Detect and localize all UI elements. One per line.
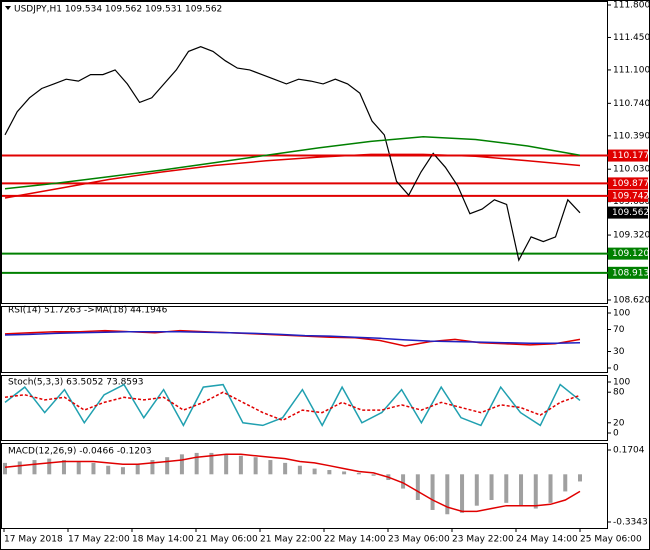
- y-tick-label: 109.680: [613, 197, 650, 207]
- y-tick-label: 100: [613, 309, 630, 319]
- level-tag: [608, 149, 648, 162]
- level-label: 109.742: [612, 191, 649, 201]
- level-tag: [608, 177, 648, 190]
- macd-bar: [297, 465, 302, 475]
- level-tag: [608, 189, 648, 202]
- macd-bar: [356, 472, 361, 475]
- macd-bar: [179, 454, 184, 475]
- level-label: 109.877: [612, 179, 649, 189]
- macd-bar: [460, 474, 465, 513]
- macd-bar: [474, 474, 479, 506]
- macd-bar: [563, 474, 568, 492]
- macd-bar: [548, 474, 553, 503]
- time-label: 22 May 14:00: [324, 535, 386, 545]
- macd-bar: [327, 470, 332, 475]
- macd-bar: [17, 461, 22, 475]
- level-label: 110.177: [612, 151, 649, 161]
- macd-panel: [1, 443, 608, 529]
- macd-bar: [194, 452, 199, 475]
- series-line: [4, 135, 581, 190]
- time-label: 24 May 14:00: [516, 535, 578, 545]
- y-tick-label: 110.030: [613, 165, 650, 175]
- macd-bar: [489, 474, 494, 500]
- macd-bar: [76, 461, 81, 475]
- macd-bar: [415, 474, 420, 500]
- y-tick-label: 0.1704: [613, 446, 645, 456]
- time-label: 21 May 06:00: [196, 535, 258, 545]
- indicator-title: MACD(12,26,9) -0.0466 -0.1203: [8, 447, 152, 457]
- macd-bar: [533, 474, 538, 509]
- indicator-title: RSI(14) 51.7263 ->MA(18) 44.1946: [8, 306, 168, 316]
- macd-bar: [224, 454, 229, 475]
- symbol-header: USDJPY,H1 109.534 109.562 109.531 109.56…: [14, 5, 222, 15]
- y-tick-label: 20: [613, 418, 625, 428]
- macd-bar: [120, 467, 125, 475]
- macd-bar: [165, 457, 170, 475]
- macd-bar: [135, 464, 140, 475]
- level-label: 109.562: [612, 208, 649, 218]
- macd-bar: [578, 474, 582, 482]
- macd-bar: [268, 460, 273, 475]
- y-tick-label: 110.740: [613, 99, 650, 109]
- y-tick-label: 110.390: [613, 131, 650, 141]
- y-tick-label: 111.100: [613, 65, 650, 75]
- macd-bar: [504, 474, 509, 503]
- macd-bar: [47, 458, 52, 475]
- y-tick-label: 100: [613, 378, 630, 388]
- series-line: [4, 391, 581, 422]
- macd-bar: [91, 462, 96, 475]
- y-tick-label: 70: [613, 325, 625, 335]
- main-panel: [1, 1, 608, 304]
- macd-bar: [150, 460, 155, 475]
- series-line: [4, 383, 581, 427]
- macd-bar: [209, 452, 214, 475]
- macd-bar: [283, 462, 288, 475]
- level-label: 109.120: [612, 249, 649, 259]
- macd-bar: [312, 468, 317, 475]
- time-label: 17 May 22:00: [68, 535, 130, 545]
- macd-bar: [253, 457, 258, 475]
- time-label: 21 May 22:00: [260, 535, 322, 545]
- stoch-panel: [1, 375, 608, 441]
- y-tick-label: 111.450: [613, 33, 650, 43]
- time-label: 23 May 22:00: [452, 535, 514, 545]
- y-tick-label: 30: [613, 347, 625, 357]
- series-line: [4, 453, 581, 513]
- y-tick-label: -0.3343: [613, 518, 648, 528]
- level-label: 108.913: [612, 268, 649, 278]
- macd-bar: [106, 465, 111, 475]
- time-label: 23 May 06:00: [388, 535, 450, 545]
- time-label: 17 May 2018: [4, 535, 63, 545]
- time-label: 25 May 06:00: [580, 535, 642, 545]
- y-tick-label: 80: [613, 388, 625, 398]
- y-tick-label: 111.800: [613, 1, 650, 11]
- macd-bar: [519, 474, 524, 506]
- macd-bar: [3, 462, 7, 475]
- macd-bar: [238, 455, 243, 475]
- macd-bar: [342, 471, 347, 475]
- y-tick-label: 108.620: [613, 296, 650, 306]
- macd-bar: [371, 474, 376, 476]
- macd-bar: [32, 460, 37, 475]
- y-tick-label: 0: [613, 364, 619, 374]
- indicator-title: Stoch(5,3,3) 63.5052 73.8593: [8, 378, 143, 388]
- rsi-panel: [1, 306, 608, 373]
- level-tag: [608, 266, 648, 279]
- series-line: [4, 46, 581, 262]
- macd-bar: [401, 474, 406, 489]
- macd-bar: [445, 474, 450, 515]
- series-line: [4, 330, 581, 345]
- y-tick-label: 0: [613, 429, 619, 439]
- macd-bar: [61, 460, 66, 475]
- level-tag: [608, 247, 648, 260]
- time-label: 18 May 14:00: [132, 535, 194, 545]
- y-tick-label: 109.320: [613, 231, 650, 241]
- level-tag: [608, 206, 648, 219]
- macd-bar: [430, 474, 435, 510]
- series-line: [4, 153, 581, 199]
- symbol-marker: [5, 6, 11, 10]
